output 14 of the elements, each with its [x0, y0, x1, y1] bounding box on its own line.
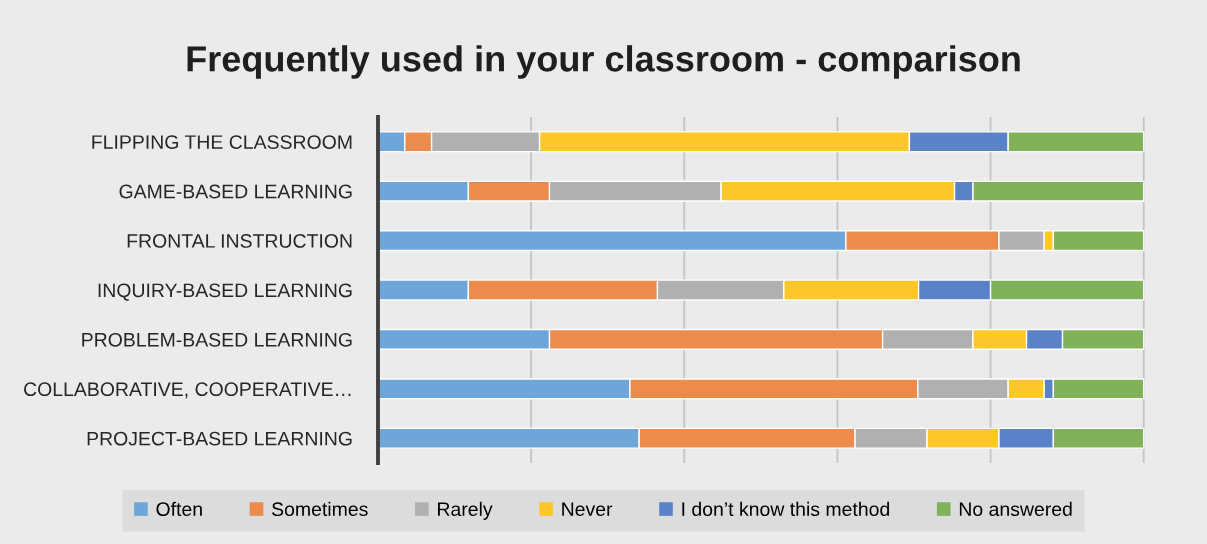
legend-label: No answered: [959, 501, 1072, 517]
legend-label: Often: [156, 501, 202, 517]
y-tick-label: GAME-BASED LEARNING: [119, 184, 352, 199]
y-tick-label: PROBLEM-BASED LEARNING: [82, 332, 352, 347]
y-tick-label: PROJECT-BASED LEARNING: [87, 431, 352, 446]
y-tick-label: FRONTAL INSTRUCTION: [127, 234, 352, 248]
y-tick-label: COLLABORATIVE, COOPERATIVE…: [24, 382, 351, 399]
legend-label: Sometimes: [272, 501, 368, 517]
legend-label: Never: [562, 502, 613, 517]
legend-label: Rarely: [438, 501, 493, 520]
y-tick-label: FLIPPING THE CLASSROOM: [92, 135, 352, 149]
chart-title: Frequently used in your classroom - comparison: [187, 45, 1020, 79]
legend-label: I don’t know this method: [682, 501, 890, 517]
y-tick-label: INQUIRY-BASED LEARNING: [98, 283, 352, 301]
